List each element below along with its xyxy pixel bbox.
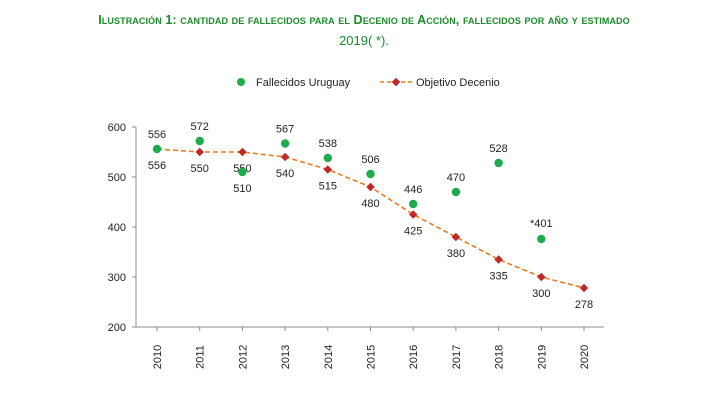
- data-label-fallecidos: *401: [530, 218, 553, 230]
- chart-axes: 200 300 400 500 600 2010 2011 2012 2013 2014 2015 2…: [108, 122, 604, 369]
- x-tick-label: 2020: [579, 345, 591, 369]
- data-label-fallecidos: 567: [276, 124, 294, 136]
- x-tick-label: 2015: [366, 345, 378, 369]
- point-fallecidos: [195, 136, 204, 146]
- x-tick-label: 2012: [237, 345, 249, 369]
- data-label-fallecidos: 506: [361, 154, 379, 166]
- data-label-objetivo: 550: [191, 163, 209, 175]
- point-objetivo: [366, 182, 375, 192]
- x-tick-label: 2014: [323, 345, 335, 369]
- data-label-objetivo: 278: [575, 299, 593, 311]
- chart-title-year: 2019( *).: [339, 33, 389, 48]
- data-label-fallecidos: 470: [447, 172, 465, 184]
- point-objetivo: [494, 255, 503, 264]
- legend-label-objetivo: Objetivo Decenio: [416, 77, 500, 89]
- point-objetivo: [537, 272, 546, 282]
- data-label-objetivo: 380: [447, 248, 465, 260]
- data-label-objetivo: 540: [276, 168, 294, 180]
- chart-legend: Fallecidos Uruguay Objetivo Decenio: [237, 77, 500, 89]
- legend-marker-objetivo: [391, 77, 401, 87]
- point-fallecidos: [152, 144, 162, 154]
- chart-series: 5565505505405154804253803353002785565725…: [148, 121, 593, 311]
- data-label-fallecidos: 538: [319, 138, 337, 150]
- legend-label-fallecidos: Fallecidos Uruguay: [256, 77, 351, 89]
- point-objetivo: [280, 152, 290, 162]
- legend-marker-fallecidos: [237, 78, 245, 86]
- point-fallecidos: [537, 234, 546, 244]
- x-tick-label: 2010: [152, 345, 164, 369]
- data-label-objetivo: 425: [404, 226, 422, 238]
- data-label-objetivo: 515: [319, 181, 337, 193]
- x-tick-label: 2013: [280, 345, 292, 369]
- point-objetivo: [238, 147, 247, 157]
- x-tick-label: 2019: [536, 345, 548, 369]
- point-objetivo: [408, 210, 418, 219]
- point-fallecidos: [409, 199, 418, 209]
- data-label-fallecidos: 556: [148, 129, 166, 141]
- y-tick-label: 500: [108, 172, 126, 184]
- data-label-objetivo: 480: [361, 198, 379, 210]
- data-label-objetivo: 335: [489, 271, 507, 283]
- point-objetivo: [195, 147, 204, 157]
- data-label-objetivo: 300: [532, 288, 550, 300]
- y-tick-label: 400: [108, 222, 126, 234]
- point-objetivo: [579, 283, 589, 293]
- point-fallecidos: [323, 153, 332, 163]
- x-tick-label: 2011: [195, 345, 207, 369]
- data-label-objetivo: 556: [148, 160, 166, 172]
- x-tick-label: 2016: [408, 345, 420, 369]
- point-fallecidos: [238, 167, 247, 177]
- point-fallecidos: [280, 139, 290, 148]
- y-tick-label: 300: [108, 272, 126, 284]
- data-label-fallecidos: 572: [191, 121, 209, 133]
- point-objetivo: [323, 165, 333, 174]
- point-objetivo: [451, 232, 461, 242]
- data-label-fallecidos: 528: [489, 143, 507, 155]
- data-label-fallecidos: 510: [233, 183, 251, 195]
- y-tick-label: 600: [108, 122, 126, 134]
- y-tick-label: 200: [108, 322, 126, 334]
- point-fallecidos: [366, 169, 375, 179]
- x-tick-label: 2017: [451, 345, 463, 369]
- x-tick-label: 2018: [494, 345, 506, 369]
- chart-title: Ilustración 1: cantidad de fallecidos pa…: [98, 13, 630, 27]
- data-label-fallecidos: 446: [404, 184, 422, 196]
- point-fallecidos: [451, 187, 461, 197]
- point-fallecidos: [494, 158, 503, 168]
